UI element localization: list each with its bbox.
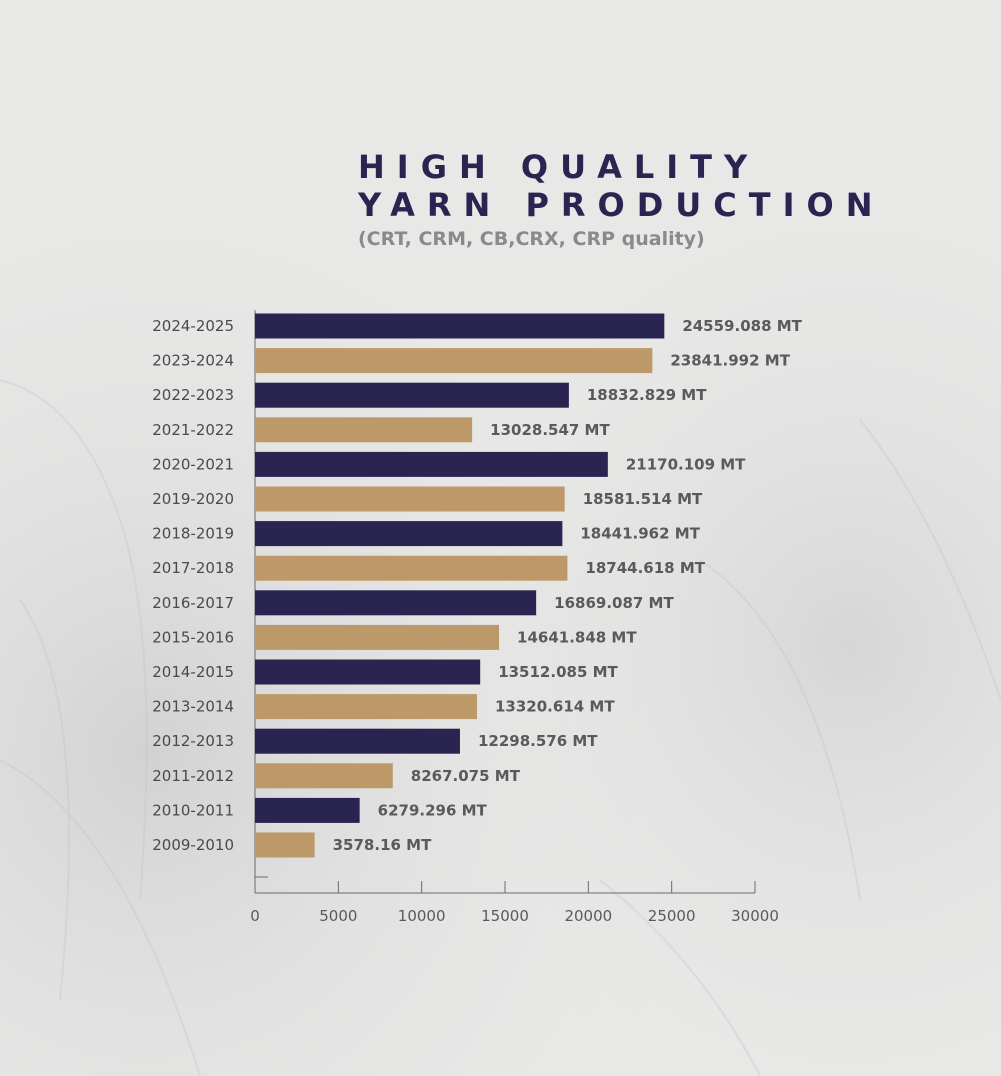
x-tick-label: 10000 <box>398 907 446 925</box>
x-tick-label: 0 <box>250 907 260 925</box>
category-label: 2014-2015 <box>152 663 234 681</box>
category-label: 2011-2012 <box>152 767 234 785</box>
value-label: 18832.829 MT <box>587 386 707 404</box>
bar-2012-2013 <box>255 728 460 754</box>
value-label: 13320.614 MT <box>495 698 615 716</box>
category-label: 2021-2022 <box>152 421 234 439</box>
bar-2011-2012 <box>255 763 393 789</box>
title-block: HIGH QUALITY YARN PRODUCTION (CRT, CRM, … <box>358 148 884 250</box>
category-label: 2023-2024 <box>152 352 234 370</box>
x-tick-label: 15000 <box>481 907 529 925</box>
value-label: 21170.109 MT <box>626 455 746 473</box>
bar-2022-2023 <box>255 382 569 408</box>
bar-2013-2014 <box>255 694 478 720</box>
bar-2017-2018 <box>255 555 568 581</box>
category-label: 2009-2010 <box>152 836 234 854</box>
value-label: 18441.962 MT <box>580 525 700 543</box>
chart-title-line-1: HIGH QUALITY <box>358 148 760 186</box>
bar-2019-2020 <box>255 486 565 512</box>
category-label: 2018-2019 <box>152 525 234 543</box>
value-label: 24559.088 MT <box>682 317 802 335</box>
category-label: 2019-2020 <box>152 490 234 508</box>
value-label: 16869.087 MT <box>554 594 674 612</box>
bar-2021-2022 <box>255 417 473 443</box>
bar-2016-2017 <box>255 590 537 616</box>
bar-2024-2025 <box>255 313 665 339</box>
x-tick-label: 20000 <box>564 907 612 925</box>
value-label: 12298.576 MT <box>478 732 598 750</box>
bar-2010-2011 <box>255 797 360 823</box>
category-label: 2016-2017 <box>152 594 234 612</box>
x-tick-label: 5000 <box>319 907 357 925</box>
value-label: 13028.547 MT <box>490 421 610 439</box>
value-label: 3578.16 MT <box>333 836 432 854</box>
value-label: 14641.848 MT <box>517 628 637 646</box>
category-label: 2024-2025 <box>152 317 234 335</box>
bar-2018-2019 <box>255 521 563 547</box>
category-label: 2015-2016 <box>152 628 234 646</box>
value-label: 23841.992 MT <box>670 352 790 370</box>
x-tick-label: 25000 <box>648 907 696 925</box>
bar-2023-2024 <box>255 348 653 374</box>
category-label: 2020-2021 <box>152 455 234 473</box>
category-label: 2012-2013 <box>152 732 234 750</box>
chart-subtitle: (CRT, CRM, CB,CRX, CRP quality) <box>358 228 705 250</box>
category-label: 2013-2014 <box>152 698 234 716</box>
bar-2009-2010 <box>255 832 315 858</box>
category-label: 2017-2018 <box>152 559 234 577</box>
bar-2015-2016 <box>255 624 500 650</box>
value-label: 18744.618 MT <box>585 559 705 577</box>
value-label: 6279.296 MT <box>378 801 488 819</box>
category-label: 2010-2011 <box>152 801 234 819</box>
value-label: 18581.514 MT <box>583 490 703 508</box>
category-label: 2022-2023 <box>152 386 234 404</box>
bar-2020-2021 <box>255 451 608 477</box>
x-tick-label: 30000 <box>731 907 779 925</box>
chart-title-line-2: YARN PRODUCTION <box>358 186 885 224</box>
value-label: 8267.075 MT <box>411 767 521 785</box>
bar-2014-2015 <box>255 659 481 685</box>
value-label: 13512.085 MT <box>498 663 618 681</box>
